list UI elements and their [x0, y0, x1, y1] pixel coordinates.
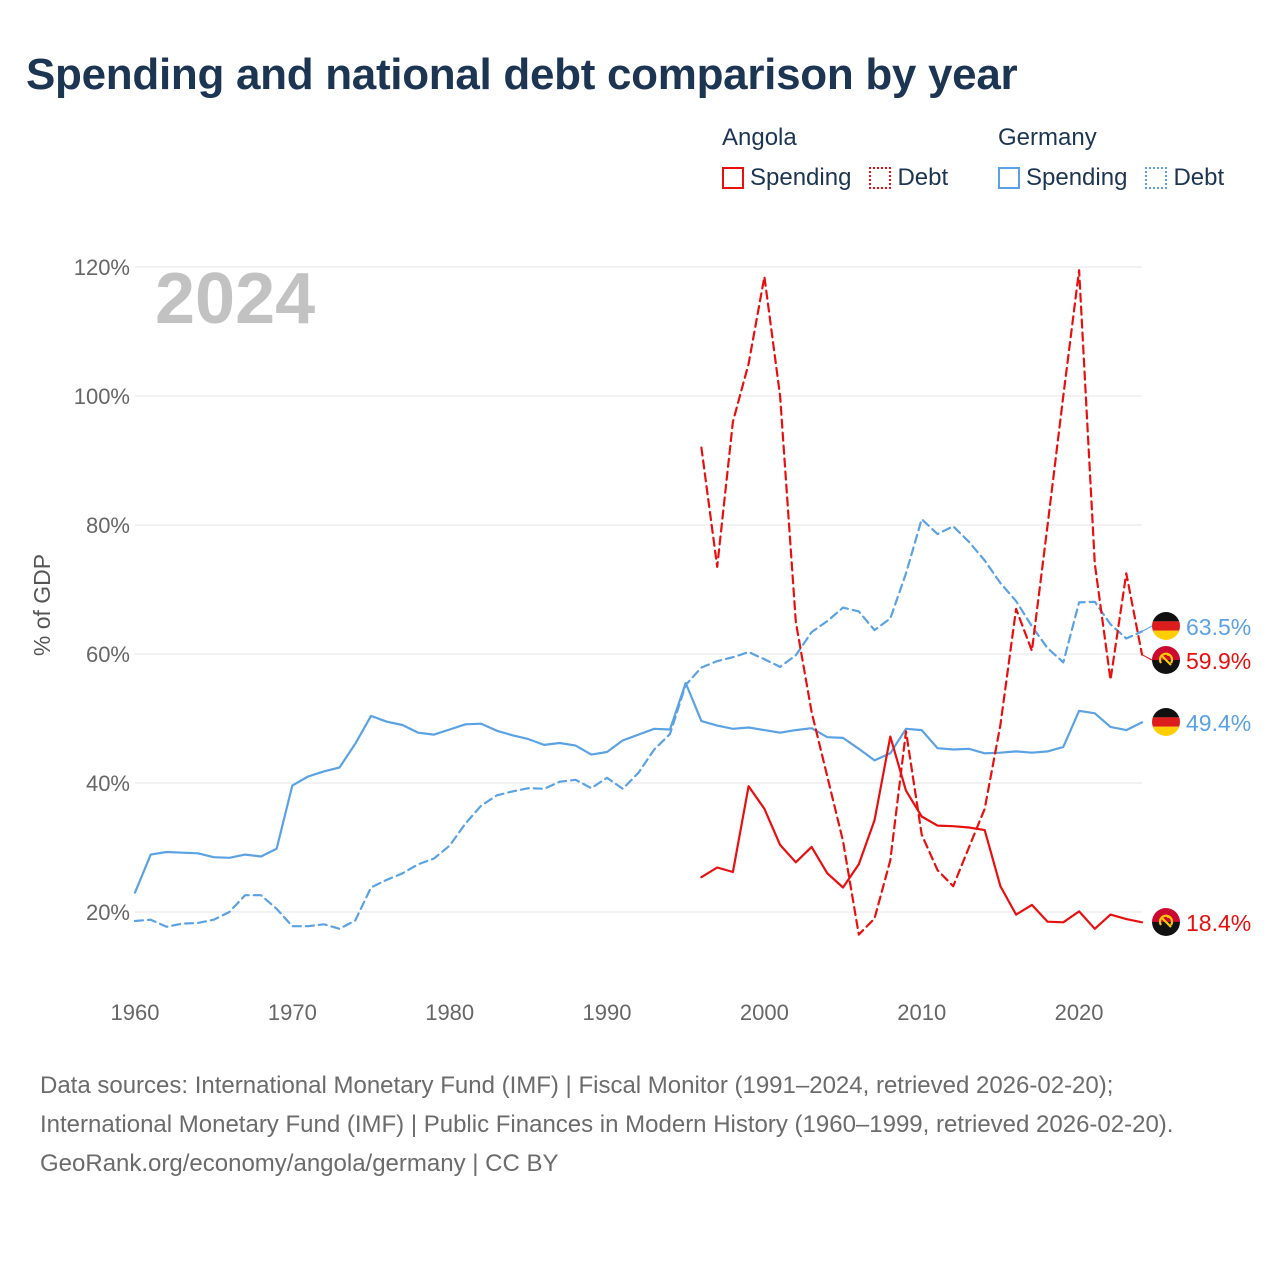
legend-label-angola-debt: Debt [897, 164, 949, 191]
end-label-germany-spending: 49.4% [1186, 710, 1251, 736]
legend-item-angola-spending[interactable]: Spending [722, 164, 851, 192]
footer: Data sources: International Monetary Fun… [40, 1066, 1240, 1183]
flag-icon-angola-debt [1152, 646, 1180, 674]
y-tick-label-20: 20% [86, 900, 130, 925]
legend-group-germany: Germany Spending Debt [998, 124, 1224, 192]
x-tick-label-1960: 1960 [111, 1000, 160, 1025]
legend-group-angola: Angola Spending Debt [722, 124, 948, 192]
x-tick-label-1990: 1990 [583, 1000, 632, 1025]
series-line-germany-spending[interactable] [133, 681, 1144, 894]
x-tick-label-1980: 1980 [425, 1000, 474, 1025]
chart-title: Spending and national debt comparison by… [26, 50, 1018, 99]
legend-label-angola-spending: Spending [750, 164, 852, 191]
x-tick-label-2010: 2010 [897, 1000, 946, 1025]
legend-group-name-angola: Angola [722, 124, 797, 151]
data-sources-text: Data sources: International Monetary Fun… [40, 1072, 1174, 1138]
legend-item-angola-debt[interactable]: Debt [869, 164, 948, 192]
end-label-layer: 63.5% 49.4% 59.9% 18.4% [1141, 612, 1251, 936]
y-tick-label-100: 100% [74, 384, 130, 409]
end-label-germany-debt: 63.5% [1186, 614, 1251, 640]
legend-label-germany-spending: Spending [1026, 164, 1128, 191]
y-tick-label-60: 60% [86, 642, 130, 667]
legend-label-germany-debt: Debt [1173, 164, 1225, 191]
y-axis-title: % of GDP [29, 554, 55, 656]
legend-swatch-germany-spending [998, 167, 1020, 189]
flag-icon-germany-debt [1152, 612, 1180, 640]
legend-item-germany-debt[interactable]: Debt [1145, 164, 1224, 192]
series-line-angola-debt[interactable] [700, 269, 1144, 936]
flag-icon-germany-spending [1152, 708, 1180, 736]
legend-item-germany-spending[interactable]: Spending [998, 164, 1127, 192]
end-connector-germany-debt [1141, 625, 1153, 632]
year-watermark: 2024 [155, 259, 315, 339]
y-tick-label-40: 40% [86, 771, 130, 796]
series-line-germany-debt[interactable] [133, 518, 1144, 930]
x-tick-label-1970: 1970 [268, 1000, 317, 1025]
legend-swatch-germany-debt [1145, 167, 1168, 189]
end-label-angola-debt: 59.9% [1186, 648, 1251, 674]
legend-swatch-angola-spending [722, 167, 744, 189]
x-tick-label-2000: 2000 [740, 1000, 789, 1025]
y-tick-label-120: 120% [74, 255, 130, 280]
grid-layer [135, 266, 1142, 913]
axis-layer: 20% 40% 60% 80% 100% 120% 1960 1970 1980 1990 2000… [74, 255, 1104, 1025]
x-tick-label-2020: 2020 [1055, 1000, 1104, 1025]
series-line-angola-spending[interactable] [700, 735, 1144, 930]
end-label-angola-spending: 18.4% [1186, 910, 1251, 936]
y-tick-label-80: 80% [86, 513, 130, 538]
legend-group-name-germany: Germany [998, 124, 1097, 151]
flag-icon-angola-spending [1152, 908, 1180, 936]
line-chart: 20% 40% 60% 80% 100% 120% 1960 1970 1980 1990 2000… [29, 255, 1251, 1025]
credit-link[interactable]: GeoRank.org/economy/angola/germany | CC … [40, 1150, 559, 1177]
legend-swatch-angola-debt [869, 167, 892, 189]
end-connector-angola-debt [1141, 654, 1153, 661]
series-layer [133, 269, 1144, 936]
